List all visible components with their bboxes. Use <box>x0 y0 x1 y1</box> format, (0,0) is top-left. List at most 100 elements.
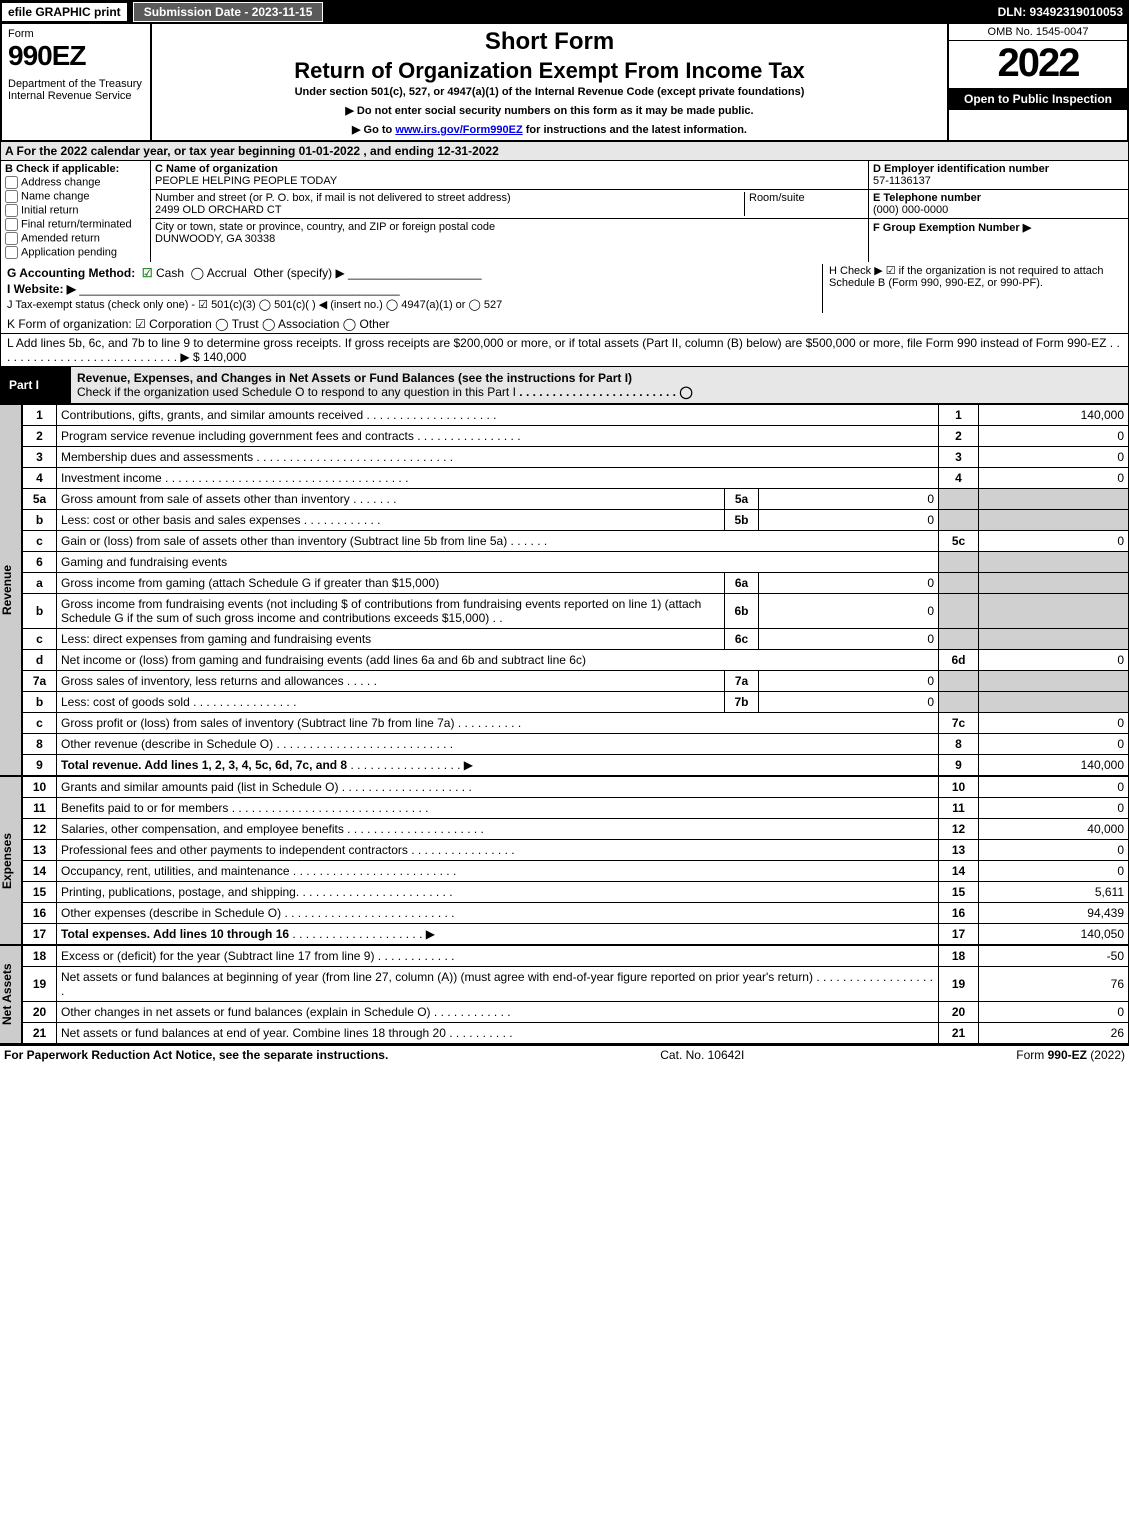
line-6d-val: 0 <box>979 650 1129 671</box>
side-expenses: Expenses <box>0 776 22 945</box>
line-6a-desc: Gross income from gaming (attach Schedul… <box>61 576 439 590</box>
line-9: 9Total revenue. Add lines 1, 2, 3, 4, 5c… <box>23 755 1129 776</box>
line-13-desc: Professional fees and other payments to … <box>61 843 408 857</box>
chk-label-3: Final return/terminated <box>21 218 132 230</box>
subtitle-1: Under section 501(c), 527, or 4947(a)(1)… <box>160 86 939 98</box>
line-10: 10Grants and similar amounts paid (list … <box>23 777 1129 798</box>
line-5a-desc: Gross amount from sale of assets other t… <box>61 492 350 506</box>
chk-final-return[interactable]: Final return/terminated <box>5 218 146 231</box>
line-6c: cLess: direct expenses from gaming and f… <box>23 629 1129 650</box>
section-bcd: B Check if applicable: Address change Na… <box>0 161 1129 262</box>
line-1-desc: Contributions, gifts, grants, and simila… <box>61 408 363 422</box>
side-netassets: Net Assets <box>0 945 22 1044</box>
chk-label-0: Address change <box>21 176 101 188</box>
efile-print-label[interactable]: efile GRAPHIC print <box>0 1 129 23</box>
line-4-desc: Investment income <box>61 471 162 485</box>
footer-center: Cat. No. 10642I <box>660 1048 744 1062</box>
line-j: J Tax-exempt status (check only one) - ☑… <box>7 298 822 311</box>
dln-number: DLN: 93492319010053 <box>998 5 1129 19</box>
c-addr-lbl: Number and street (or P. O. box, if mail… <box>155 192 511 204</box>
line-10-desc: Grants and similar amounts paid (list in… <box>61 780 338 794</box>
line-6d-desc: Net income or (loss) from gaming and fun… <box>61 653 586 667</box>
irs-link[interactable]: www.irs.gov/Form990EZ <box>395 124 522 136</box>
line-10-val: 0 <box>979 777 1129 798</box>
line-17-val: 140,050 <box>979 924 1129 945</box>
org-city: DUNWOODY, GA 30338 <box>155 233 275 245</box>
line-13-val: 0 <box>979 840 1129 861</box>
section-l: L Add lines 5b, 6c, and 7b to line 9 to … <box>0 334 1129 367</box>
part-i-header: Part I Revenue, Expenses, and Changes in… <box>0 367 1129 404</box>
line-19-desc: Net assets or fund balances at beginning… <box>61 970 813 984</box>
submission-date: Submission Date - 2023-11-15 <box>133 2 324 22</box>
line-3: 3Membership dues and assessments . . . .… <box>23 447 1129 468</box>
line-i: I Website: ▶ ___________________________… <box>7 282 822 296</box>
footer-left: For Paperwork Reduction Act Notice, see … <box>4 1048 388 1062</box>
line-2-val: 0 <box>979 426 1129 447</box>
line-18-val: -50 <box>979 946 1129 967</box>
line-2-desc: Program service revenue including govern… <box>61 429 414 443</box>
section-b: B Check if applicable: Address change Na… <box>1 161 151 262</box>
line-h: H Check ▶ ☑ if the organization is not r… <box>822 264 1122 313</box>
g-other: Other (specify) ▶ <box>253 266 344 280</box>
line-8-desc: Other revenue (describe in Schedule O) <box>61 737 273 751</box>
l-amount: ▶ $ 140,000 <box>180 350 246 364</box>
line-21-val: 26 <box>979 1023 1129 1044</box>
line-6-desc: Gaming and fundraising events <box>57 552 939 573</box>
line-20: 20Other changes in net assets or fund ba… <box>23 1002 1129 1023</box>
line-5a-val: 0 <box>759 489 939 510</box>
g-accrual: Accrual <box>207 266 247 280</box>
c-name-lbl: C Name of organization <box>155 163 278 175</box>
line-20-desc: Other changes in net assets or fund bala… <box>61 1005 431 1019</box>
section-d: D Employer identification number57-11361… <box>868 161 1128 262</box>
line-g: G Accounting Method: ☑ Cash ◯ Accrual Ot… <box>7 266 822 280</box>
form-number: 990EZ <box>8 40 144 72</box>
expenses-section: Expenses 10Grants and similar amounts pa… <box>0 776 1129 945</box>
part-i-label: Part I <box>1 367 71 403</box>
line-9-val: 140,000 <box>979 755 1129 776</box>
ein-lbl: D Employer identification number <box>873 163 1049 175</box>
line-4: 4Investment income . . . . . . . . . . .… <box>23 468 1129 489</box>
chk-address-change[interactable]: Address change <box>5 176 146 189</box>
line-4-val: 0 <box>979 468 1129 489</box>
g-cash: Cash <box>156 266 184 280</box>
line-12-desc: Salaries, other compensation, and employ… <box>61 822 344 836</box>
line-8-val: 0 <box>979 734 1129 755</box>
line-1-val: 140,000 <box>979 405 1129 426</box>
line-7a-val: 0 <box>759 671 939 692</box>
chk-initial-return[interactable]: Initial return <box>5 204 146 217</box>
line-2: 2Program service revenue including gover… <box>23 426 1129 447</box>
chk-label-1: Name change <box>21 190 90 202</box>
chk-amended-return[interactable]: Amended return <box>5 232 146 245</box>
form-header: Form 990EZ Department of the Treasury In… <box>0 24 1129 142</box>
line-20-val: 0 <box>979 1002 1129 1023</box>
line-8: 8Other revenue (describe in Schedule O) … <box>23 734 1129 755</box>
line-14-desc: Occupancy, rent, utilities, and maintena… <box>61 864 290 878</box>
room-lbl: Room/suite <box>749 192 805 204</box>
short-form-title: Short Form <box>160 28 939 56</box>
line-7c: cGross profit or (loss) from sales of in… <box>23 713 1129 734</box>
line-7b-val: 0 <box>759 692 939 713</box>
b-title: B Check if applicable: <box>5 163 146 175</box>
line-14: 14Occupancy, rent, utilities, and mainte… <box>23 861 1129 882</box>
line-7a-desc: Gross sales of inventory, less returns a… <box>61 674 344 688</box>
line-11-val: 0 <box>979 798 1129 819</box>
chk-application-pending[interactable]: Application pending <box>5 246 146 259</box>
top-bar: efile GRAPHIC print Submission Date - 20… <box>0 0 1129 24</box>
line-3-desc: Membership dues and assessments <box>61 450 253 464</box>
line-5c-val: 0 <box>979 531 1129 552</box>
line-21-desc: Net assets or fund balances at end of ye… <box>61 1026 446 1040</box>
line-12: 12Salaries, other compensation, and empl… <box>23 819 1129 840</box>
line-6b-desc: Gross income from fundraising events (no… <box>61 597 701 625</box>
page-footer: For Paperwork Reduction Act Notice, see … <box>0 1044 1129 1064</box>
line-5a: 5aGross amount from sale of assets other… <box>23 489 1129 510</box>
line-7b-desc: Less: cost of goods sold <box>61 695 190 709</box>
subtitle-2a: ▶ Do not enter social security numbers o… <box>160 104 939 117</box>
part-i-title-text: Revenue, Expenses, and Changes in Net As… <box>77 371 632 385</box>
section-c: C Name of organizationPEOPLE HELPING PEO… <box>151 161 868 262</box>
chk-label-2: Initial return <box>21 204 78 216</box>
chk-name-change[interactable]: Name change <box>5 190 146 203</box>
tax-year: 2022 <box>949 41 1127 86</box>
line-12-val: 40,000 <box>979 819 1129 840</box>
line-14-val: 0 <box>979 861 1129 882</box>
tel-lbl: E Telephone number <box>873 192 981 204</box>
